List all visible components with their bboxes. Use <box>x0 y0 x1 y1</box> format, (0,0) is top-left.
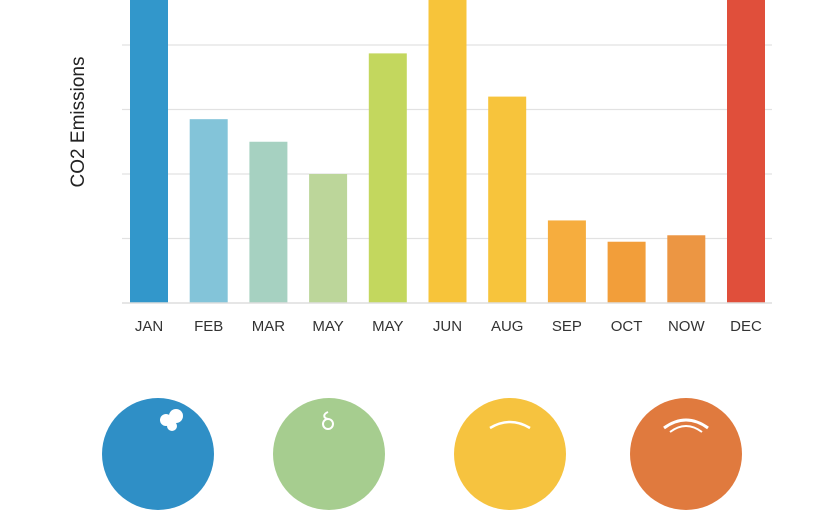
bar-dec <box>727 0 765 304</box>
y-axis-label: CO2 Emissions <box>68 57 89 188</box>
bar-sep <box>547 220 586 303</box>
bar-feb <box>189 119 228 303</box>
plant-icon <box>322 411 334 430</box>
bar-aug <box>488 96 527 303</box>
plant-badge <box>273 398 385 510</box>
bar-jun <box>428 0 467 304</box>
x-tick-label: MAY <box>372 318 403 335</box>
co2-bar-chart: JAN FEB MAR MAY MAY JUN AUG SEP OCT NOW DEC CO2 Em… <box>68 0 772 335</box>
x-tick-label: DEC <box>730 318 762 335</box>
bar-now <box>667 235 706 303</box>
x-tick-label: OCT <box>611 318 643 335</box>
x-tick-labels: JAN FEB MAR MAY MAY JUN AUG SEP OCT NOW DEC <box>135 318 762 335</box>
x-tick-label: SEP <box>552 318 582 335</box>
sun-icon <box>489 420 531 430</box>
x-tick-label: MAY <box>312 318 343 335</box>
x-tick-label: JUN <box>433 318 462 335</box>
bar-may <box>309 174 348 303</box>
globe-icon <box>663 418 709 433</box>
bars <box>130 0 765 304</box>
sun-badge <box>454 398 566 510</box>
x-tick-label: AUG <box>491 318 524 335</box>
cloud-icon <box>160 409 183 431</box>
bar-jan <box>130 0 168 304</box>
bar-mar <box>249 141 288 303</box>
x-tick-label: FEB <box>194 318 223 335</box>
bar-oct <box>607 241 646 303</box>
x-tick-label: NOW <box>668 318 706 335</box>
x-tick-label: JAN <box>135 318 163 335</box>
bar-may <box>368 53 407 304</box>
cloud-badge <box>102 398 214 510</box>
globe-badge <box>630 398 742 510</box>
x-tick-label: MAR <box>252 318 286 335</box>
